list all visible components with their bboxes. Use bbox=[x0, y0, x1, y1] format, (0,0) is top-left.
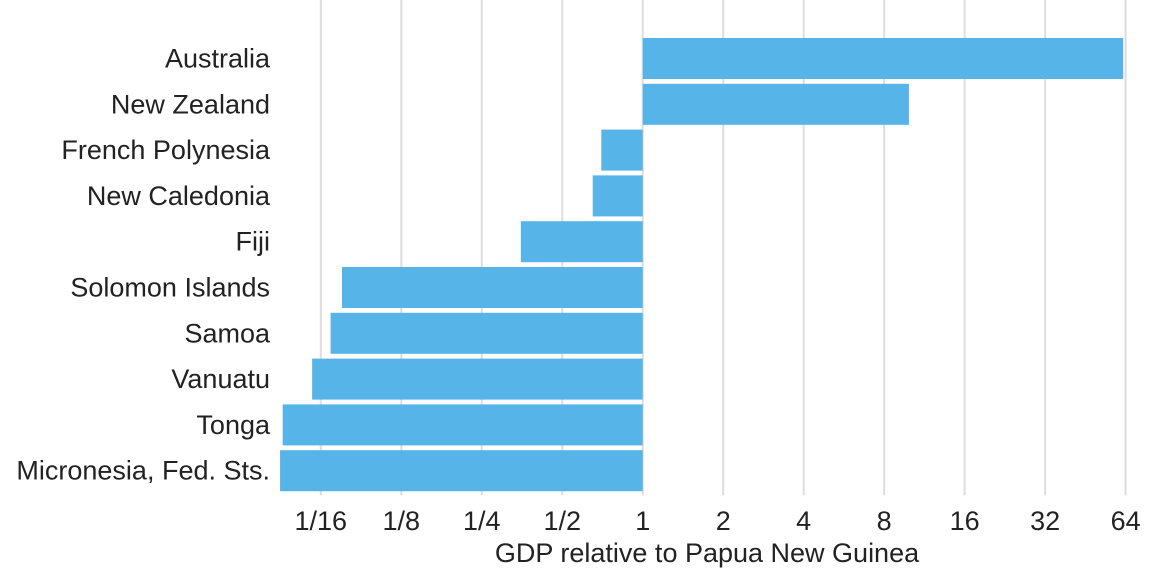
bar bbox=[312, 358, 643, 400]
bar bbox=[642, 38, 1124, 79]
x-tick-label: 1/8 bbox=[383, 506, 421, 536]
category-label: Australia bbox=[165, 44, 271, 74]
x-tick-label: 32 bbox=[1030, 506, 1060, 536]
bar bbox=[330, 312, 643, 354]
bar bbox=[341, 267, 643, 308]
category-label: Micronesia, Fed. Sts. bbox=[16, 456, 270, 486]
bar bbox=[520, 221, 643, 263]
x-tick-label: 4 bbox=[796, 506, 811, 536]
category-label: Solomon Islands bbox=[70, 273, 270, 303]
category-label: New Caledonia bbox=[87, 181, 271, 211]
x-tick-label: 64 bbox=[1111, 506, 1141, 536]
category-label: Fiji bbox=[236, 227, 271, 257]
bar bbox=[592, 175, 643, 217]
bars bbox=[280, 38, 1124, 492]
category-label: Tonga bbox=[196, 410, 271, 440]
x-tick-label: 1 bbox=[635, 506, 650, 536]
bar bbox=[642, 83, 909, 125]
x-tick-label: 16 bbox=[950, 506, 980, 536]
bar bbox=[280, 450, 643, 492]
x-tick-label: 1/16 bbox=[295, 506, 348, 536]
category-label: Samoa bbox=[184, 318, 271, 348]
bar bbox=[282, 404, 643, 446]
category-label: Vanuatu bbox=[171, 364, 270, 394]
category-labels: Australia New Zealand French Polynesia New … bbox=[16, 44, 271, 486]
x-tick-labels: 1/16 1/8 1/4 1/2 1 2 4 8 16 32 64 bbox=[295, 506, 1141, 536]
x-tick-label: 2 bbox=[716, 506, 731, 536]
x-tick-label: 8 bbox=[877, 506, 892, 536]
category-label: French Polynesia bbox=[61, 135, 271, 165]
category-label: New Zealand bbox=[111, 89, 270, 119]
x-tick-label: 1/2 bbox=[543, 506, 581, 536]
bar bbox=[601, 129, 643, 171]
x-axis-title: GDP relative to Papua New Guinea bbox=[495, 538, 920, 568]
x-tick-label: 1/4 bbox=[463, 506, 501, 536]
